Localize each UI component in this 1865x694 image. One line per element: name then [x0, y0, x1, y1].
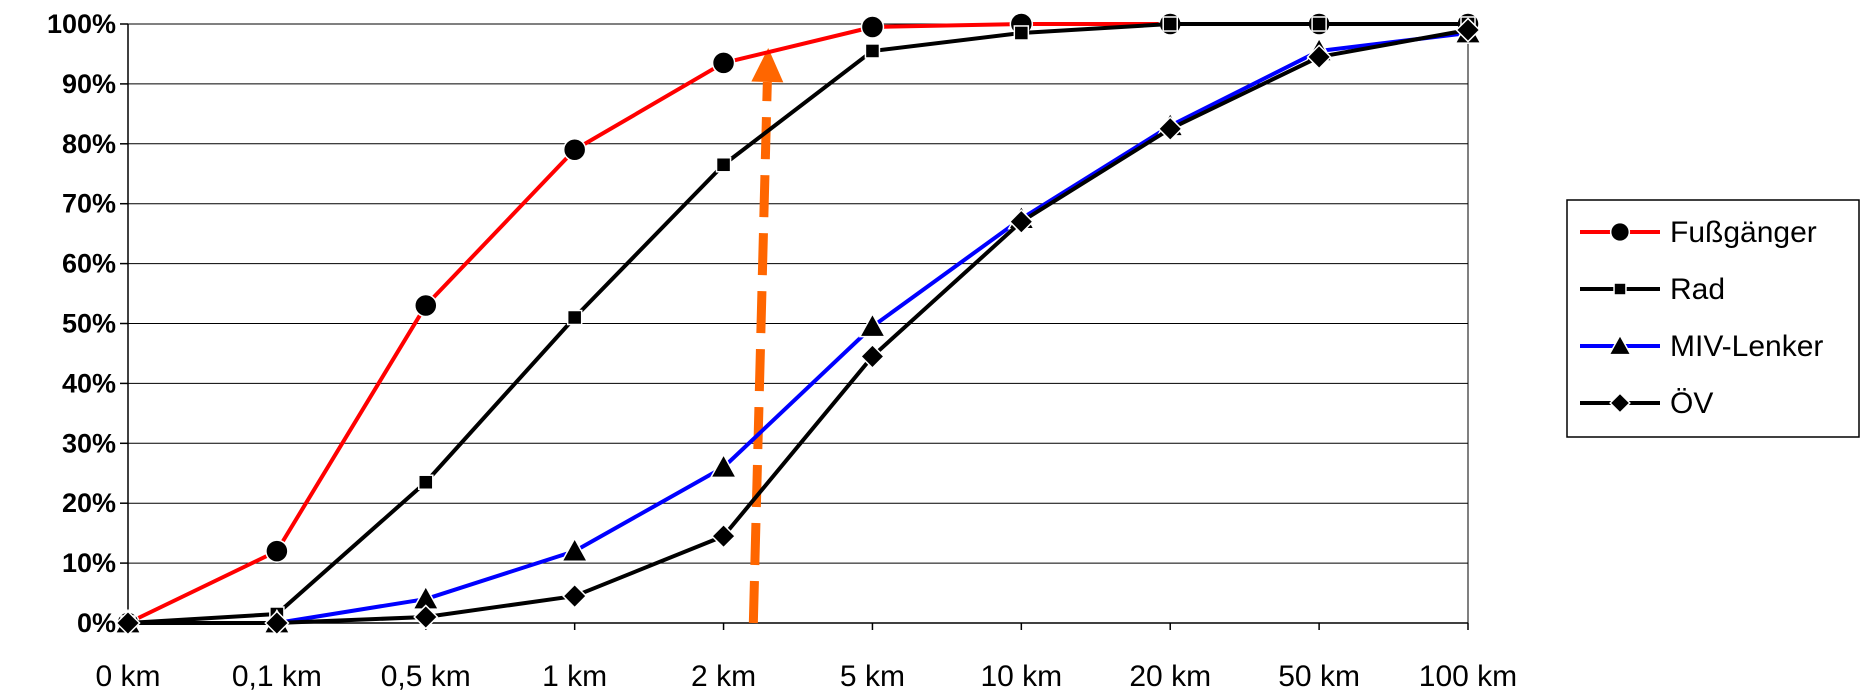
x-tick-label: 5 km	[840, 660, 905, 693]
x-tick-label: 2 km	[691, 660, 756, 693]
data-point	[710, 523, 737, 549]
legend-marker	[1609, 392, 1631, 414]
legend: Fußgänger Rad MIV-Lenker ÖV	[1566, 199, 1860, 438]
data-point	[1013, 25, 1030, 41]
data-point	[1162, 16, 1178, 32]
data-point	[264, 610, 290, 636]
y-tick-label: 60%	[62, 249, 116, 279]
legend-item-rad: Rad	[1580, 273, 1725, 306]
series	[114, 12, 1482, 636]
y-tick-label: 80%	[62, 129, 116, 159]
legend-label: Rad	[1670, 273, 1725, 306]
data-point	[418, 474, 434, 491]
x-tick-label: 100 km	[1419, 660, 1517, 693]
y-tick-label: 90%	[62, 69, 116, 99]
x-tick-label: 0 km	[95, 660, 160, 693]
x-tick-label: 10 km	[980, 660, 1062, 693]
data-point	[562, 138, 587, 162]
gridlines	[128, 23, 1468, 564]
data-point	[115, 610, 141, 636]
legend-marker	[1613, 282, 1627, 296]
x-tick-label: 20 km	[1129, 660, 1211, 693]
legend-label: Fußgänger	[1670, 216, 1817, 249]
data-point	[711, 51, 736, 75]
x-tick-label: 0,5 km	[381, 660, 471, 693]
series-line	[128, 30, 1469, 625]
series-miv-lenker	[114, 18, 1482, 634]
y-tick-label: 100%	[47, 9, 116, 39]
data-point	[715, 156, 732, 173]
legend-label: MIV-Lenker	[1670, 330, 1823, 363]
x-tick-labels: 0 km 0,1 km 0,5 km 1 km 2 km 5 km 10 km 20 km 50…	[95, 660, 1517, 693]
legend-marker	[1608, 333, 1632, 356]
data-point	[566, 309, 583, 326]
data-point	[562, 583, 588, 609]
data-point	[1455, 17, 1481, 43]
data-point	[859, 343, 886, 370]
series-line	[127, 22, 1468, 625]
data-point	[1311, 16, 1327, 32]
y-tick-labels: 0% 10% 20% 30% 40% 50% 60% 70% 80% 90% 100%	[47, 9, 116, 638]
y-tick-label: 30%	[62, 428, 116, 458]
data-point	[414, 293, 438, 318]
y-tick-label: 10%	[62, 548, 116, 578]
data-point	[858, 312, 887, 338]
y-tick-label: 40%	[62, 368, 116, 398]
annotation-arrowhead	[751, 47, 784, 83]
y-tick-label: 50%	[62, 309, 116, 339]
y-tick-label: 0%	[77, 608, 116, 638]
data-point	[864, 43, 881, 59]
data-point	[1008, 209, 1034, 235]
legend-marker	[1609, 221, 1631, 243]
y-tick-label: 20%	[62, 488, 116, 518]
data-point	[560, 536, 589, 562]
data-point	[413, 604, 439, 630]
data-point	[265, 539, 289, 563]
x-tick-label: 50 km	[1278, 660, 1360, 693]
x-tick-label: 1 km	[542, 660, 607, 693]
x-tick-label: 0,1 km	[232, 660, 322, 693]
data-point	[1157, 116, 1183, 142]
series-line	[128, 28, 1469, 625]
y-tick-label: 70%	[62, 189, 116, 219]
data-point	[1306, 44, 1332, 70]
annotations	[748, 47, 784, 624]
legend-label: ÖV	[1670, 387, 1713, 420]
legend-item-miv-lenker: MIV-Lenker	[1580, 330, 1823, 363]
data-point	[709, 453, 738, 479]
annotation-dashed-arrow-shaft	[748, 81, 772, 624]
data-point	[860, 15, 885, 39]
axes	[120, 23, 1469, 630]
series-ov	[115, 17, 1481, 636]
legend-item-ov: ÖV	[1580, 387, 1713, 420]
legend-item-fussganger: Fußgänger	[1580, 216, 1817, 249]
